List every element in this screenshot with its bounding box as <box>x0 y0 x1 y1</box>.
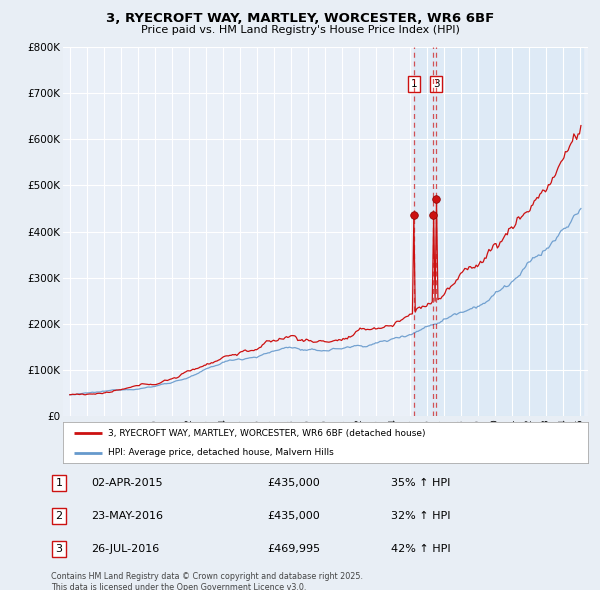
Text: 1: 1 <box>410 79 417 89</box>
Text: £469,995: £469,995 <box>267 544 320 554</box>
Text: 3, RYECROFT WAY, MARTLEY, WORCESTER, WR6 6BF: 3, RYECROFT WAY, MARTLEY, WORCESTER, WR6… <box>106 12 494 25</box>
Text: 26-JUL-2016: 26-JUL-2016 <box>91 544 160 554</box>
Text: 3: 3 <box>433 79 440 89</box>
Text: 23-MAY-2016: 23-MAY-2016 <box>91 511 163 520</box>
Text: 42% ↑ HPI: 42% ↑ HPI <box>391 544 451 554</box>
Text: 2: 2 <box>56 511 62 520</box>
Text: £435,000: £435,000 <box>267 511 320 520</box>
Text: 3: 3 <box>56 544 62 554</box>
Text: 02-APR-2015: 02-APR-2015 <box>91 478 163 488</box>
Text: Price paid vs. HM Land Registry's House Price Index (HPI): Price paid vs. HM Land Registry's House … <box>140 25 460 35</box>
Text: 1: 1 <box>56 478 62 488</box>
Text: 3, RYECROFT WAY, MARTLEY, WORCESTER, WR6 6BF (detached house): 3, RYECROFT WAY, MARTLEY, WORCESTER, WR6… <box>107 429 425 438</box>
Text: 32% ↑ HPI: 32% ↑ HPI <box>391 511 451 520</box>
Text: Contains HM Land Registry data © Crown copyright and database right 2025.
This d: Contains HM Land Registry data © Crown c… <box>51 572 363 590</box>
Bar <box>414 47 583 416</box>
Text: HPI: Average price, detached house, Malvern Hills: HPI: Average price, detached house, Malv… <box>107 448 334 457</box>
Text: £435,000: £435,000 <box>267 478 320 488</box>
Text: 35% ↑ HPI: 35% ↑ HPI <box>391 478 451 488</box>
